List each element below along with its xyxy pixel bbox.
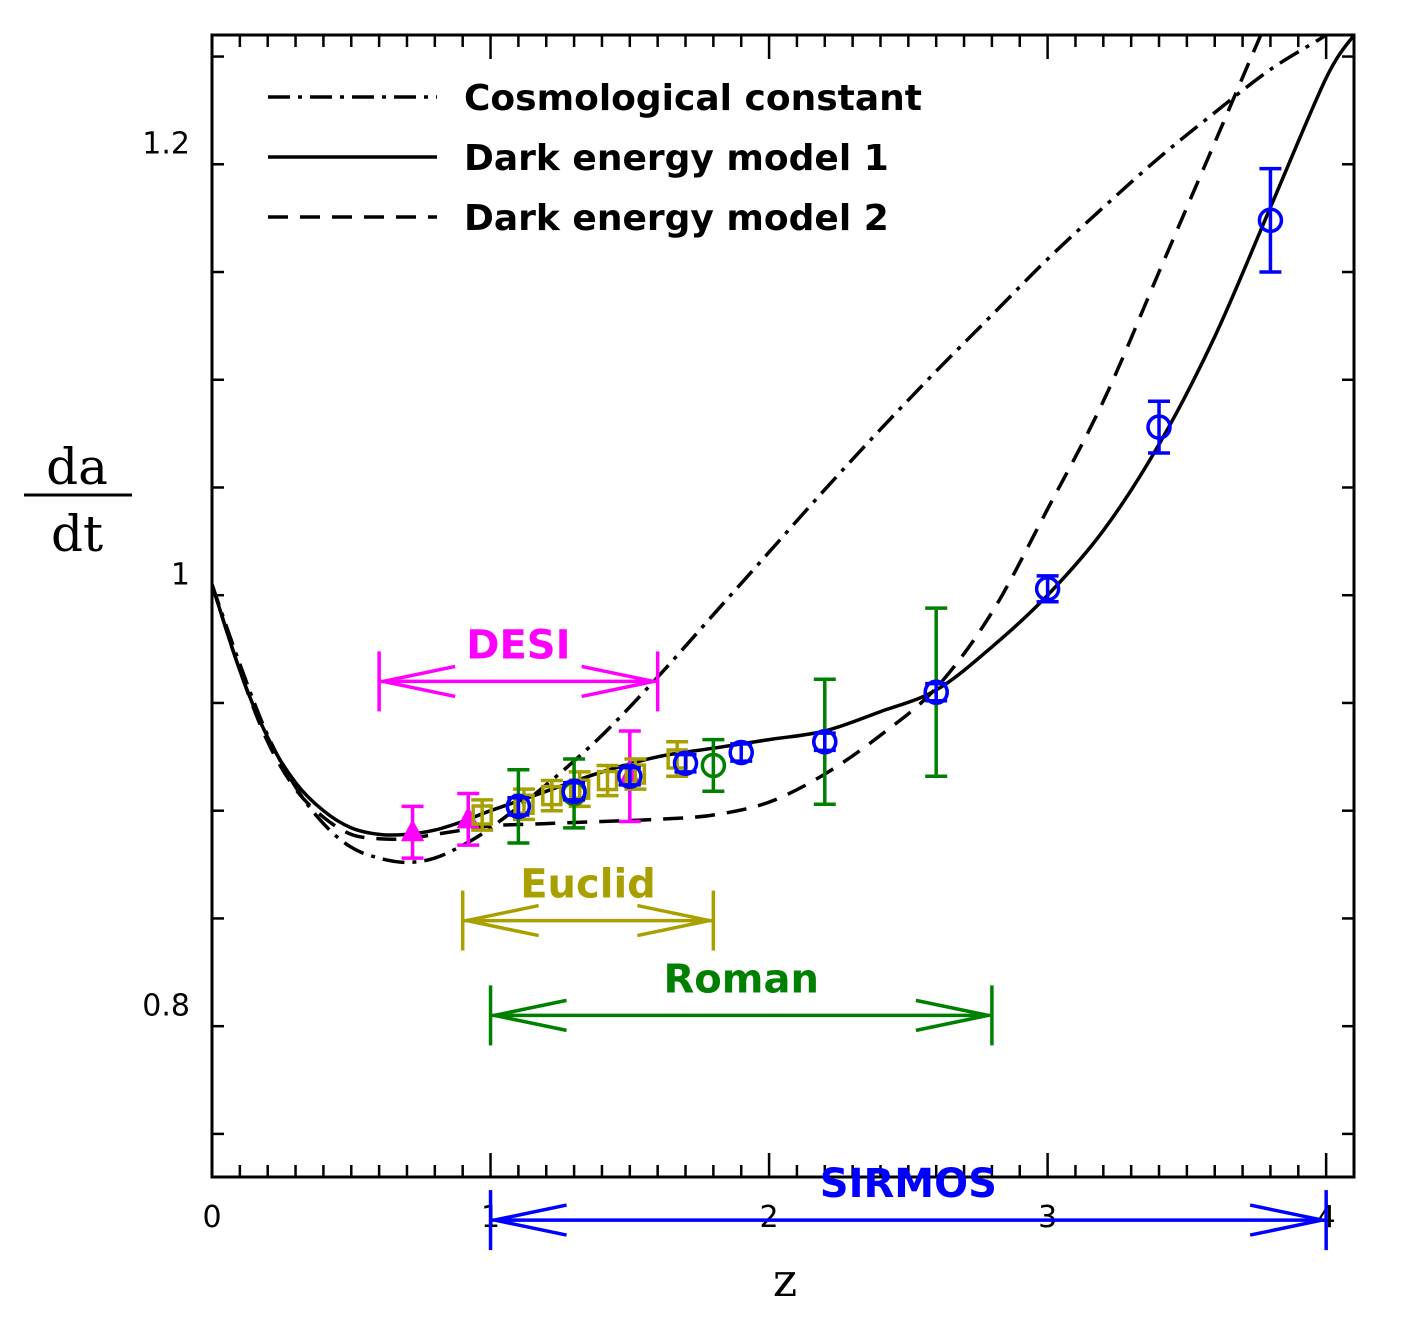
x-tick-label: 3 xyxy=(1038,1200,1057,1235)
x-axis-title: z xyxy=(773,1253,797,1307)
sirmos-point xyxy=(728,739,754,766)
euclid-range: Euclid xyxy=(460,862,716,951)
euclid-range-right-arrowhead xyxy=(637,903,710,938)
sirmos-marker xyxy=(728,739,754,766)
dark-energy-model-2-curve xyxy=(212,35,1263,841)
roman-marker xyxy=(700,752,727,779)
desi-marker xyxy=(400,819,425,842)
euclid-label: Euclid xyxy=(520,862,656,908)
cosmological-constant-legend-label: Cosmological constant xyxy=(464,78,922,119)
sirmos-point xyxy=(812,728,838,755)
sirmos-marker xyxy=(617,763,643,789)
euclid-range-left-arrowhead xyxy=(466,903,540,938)
sirmos-marker xyxy=(923,679,949,705)
dark-energy-model-1-curve xyxy=(212,35,1354,837)
axis-ticks xyxy=(210,35,1356,1177)
sirmos-label: SIRMOS xyxy=(820,1161,997,1207)
sirmos-marker xyxy=(1034,576,1061,602)
sirmos-marker xyxy=(561,778,587,805)
dark-energy-model-2-legend-label: Dark energy model 2 xyxy=(464,198,889,239)
sirmos-point xyxy=(561,778,587,805)
model-curves xyxy=(212,35,1354,865)
euclid-point xyxy=(471,798,494,832)
roman-range: Roman xyxy=(488,956,994,1046)
desi-point xyxy=(400,804,425,860)
sirmos-point xyxy=(617,763,643,789)
sirmos-marker xyxy=(812,728,838,755)
y-axis-title-denominator: dt xyxy=(51,505,103,563)
sirmos-range: SIRMOS xyxy=(488,1161,1328,1251)
y-tick-label: 1.2 xyxy=(142,127,190,162)
legend: Cosmological constant Dark energy model 1… xyxy=(268,78,922,239)
roman-range-left-arrowhead xyxy=(494,998,567,1033)
y-axis-title-numerator: da xyxy=(46,438,108,496)
euclid-marker xyxy=(596,769,619,792)
euclid-point xyxy=(596,763,619,798)
x-tick-label: 2 xyxy=(760,1200,779,1235)
tick-labels: 0 1 2 3 40.811.2 xyxy=(142,127,1335,1235)
desi-label: DESI xyxy=(466,622,570,668)
euclid-marker xyxy=(471,804,493,826)
y-tick-label: 0.8 xyxy=(142,989,190,1024)
sirmos-point xyxy=(672,750,699,777)
sirmos-marker xyxy=(672,750,699,777)
sirmos-point xyxy=(923,679,949,705)
sirmos-marker xyxy=(505,793,532,820)
sirmos-point xyxy=(1257,166,1284,274)
roman-point xyxy=(700,737,727,794)
sirmos-range-right-arrowhead xyxy=(1249,1203,1323,1237)
sirmos-point xyxy=(505,793,532,820)
sirmos-marker xyxy=(1257,207,1284,234)
sirmos-marker xyxy=(1146,414,1172,440)
euclid-marker xyxy=(541,784,563,807)
sirmos-point xyxy=(1034,574,1061,604)
dark-energy-model-1-legend-label: Dark energy model 1 xyxy=(464,138,889,179)
roman-label: Roman xyxy=(664,956,819,1002)
survey-ranges: DESI Euclid Roman SIRMOS xyxy=(377,622,1328,1251)
euclid-point xyxy=(540,778,563,813)
x-tick-label: 0 xyxy=(202,1200,221,1235)
cosmological-constant-curve xyxy=(212,35,1330,865)
sirmos-point xyxy=(1146,399,1172,455)
desi-range-right-arrowhead xyxy=(581,664,655,699)
roman-range-right-arrowhead xyxy=(915,998,989,1033)
desi-range: DESI xyxy=(377,622,660,712)
data-points xyxy=(400,166,1284,860)
sirmos-range-left-arrowhead xyxy=(494,1203,567,1237)
plot-frame xyxy=(210,33,1356,1179)
y-tick-label: 1 xyxy=(171,558,190,593)
desi-range-left-arrowhead xyxy=(382,664,456,699)
